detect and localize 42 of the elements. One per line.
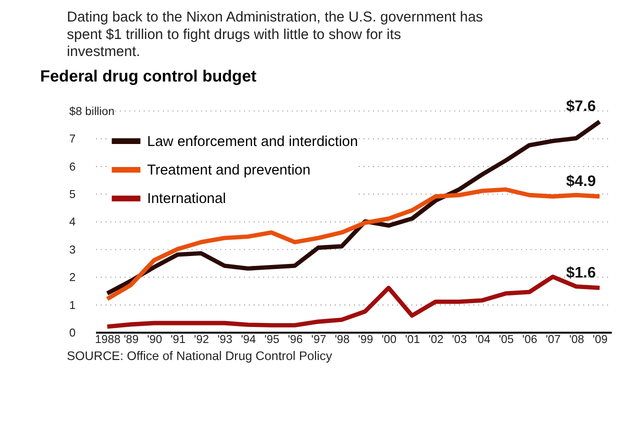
y-tick-label: $8 billion — [69, 106, 114, 118]
x-tick-label: '01 — [405, 334, 420, 346]
legend-label: Law enforcement and interdiction — [147, 134, 358, 150]
x-tick-label: '08 — [569, 334, 584, 346]
x-tick-label: '04 — [475, 334, 491, 346]
line-series — [105, 120, 602, 296]
x-tick-label: '93 — [217, 334, 232, 346]
x-tick-label: '09 — [592, 334, 608, 346]
x-tick-label: '89 — [124, 334, 139, 346]
y-tick-label: 6 — [69, 161, 76, 174]
y-tick-label: 2 — [69, 272, 76, 284]
x-tick-label: '03 — [452, 334, 467, 346]
legend-label: International — [147, 191, 226, 208]
line-series — [105, 187, 602, 302]
x-tick-label: '92 — [194, 334, 209, 346]
data-label: $7.6 — [566, 98, 596, 116]
data-label: $4.9 — [566, 172, 596, 190]
y-tick-label: 0 — [69, 327, 76, 340]
y-tick-label: 5 — [69, 188, 76, 201]
x-tick-label: '02 — [428, 334, 444, 346]
x-tick-label: '95 — [264, 334, 280, 346]
y-tick-label: 3 — [69, 244, 76, 256]
text: Dating back to the Nixon Administration, the U.S. government has spent $1 trillion to fight drugs with little to show for its investment. — [66, 10, 483, 60]
legend-label: Treatment and prevention — [147, 162, 311, 179]
x-tick-label: '98 — [334, 334, 350, 346]
y-tick-label: 7 — [69, 134, 76, 146]
x-tick-label: '00 — [382, 334, 397, 346]
x-tick-label: '90 — [147, 334, 162, 346]
y-tick-label: 4 — [69, 216, 76, 229]
source-note: SOURCE: Office of National Drug Control Policy — [66, 348, 333, 363]
x-tick-label: '91 — [170, 334, 186, 346]
x-tick-label: '07 — [546, 334, 561, 346]
x-tick-label: '94 — [240, 334, 256, 346]
y-tick-label: 1 — [69, 300, 76, 312]
x-tick-label: '97 — [311, 334, 326, 346]
chart-title: Federal drug control budget — [40, 68, 257, 86]
x-tick-label: 1988 — [94, 334, 120, 346]
x-tick-label: '06 — [522, 334, 538, 346]
x-tick-label: '99 — [358, 334, 374, 346]
x-tick-label: '96 — [288, 334, 303, 346]
data-label: $1.6 — [566, 264, 596, 282]
x-tick-label: '05 — [498, 334, 514, 346]
